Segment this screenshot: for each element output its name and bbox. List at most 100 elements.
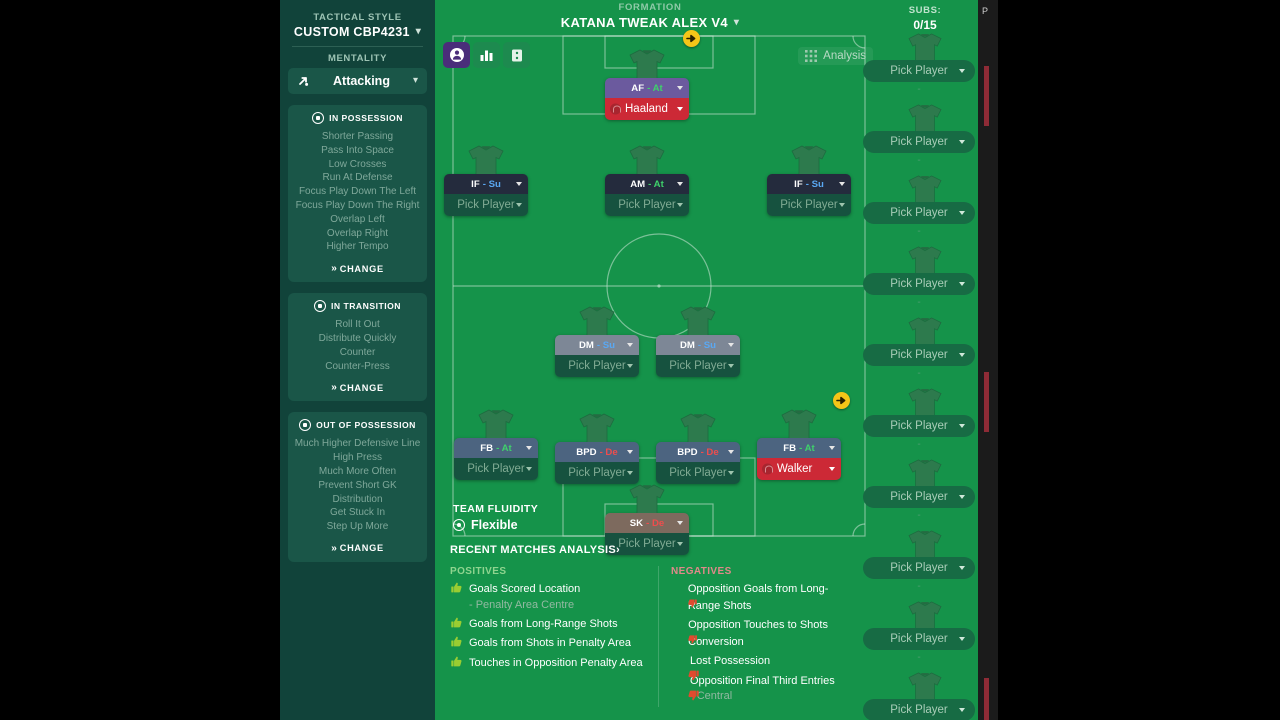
chevron-down-icon (959, 637, 965, 641)
player-view-icon[interactable] (443, 42, 470, 68)
instruction-item[interactable]: Distribution (332, 493, 383, 505)
player-role-selector[interactable]: DM - Su (656, 335, 740, 355)
player-name-selector[interactable]: Pick Player (454, 458, 538, 480)
player-role: BPD (677, 446, 698, 458)
chevron-down-icon (959, 353, 965, 357)
instruction-item[interactable]: Much Higher Defensive Line (294, 438, 421, 450)
instruction-item[interactable]: Roll It Out (335, 319, 380, 331)
analysis-item-text: Goals Scored Location (469, 583, 581, 595)
player-card-dm-5[interactable]: DM - Su Pick Player (656, 305, 740, 377)
player-name-selector[interactable]: Haaland (605, 98, 689, 120)
player-card-fb-9[interactable]: FB - At Walker (757, 408, 841, 480)
player-card-body: SK - De Pick Player (605, 513, 689, 555)
instruction-item[interactable]: Focus Play Down The Right (295, 199, 420, 211)
player-role-selector[interactable]: FB - At (454, 438, 538, 458)
player-name-selector[interactable]: Pick Player (605, 194, 689, 216)
instruction-item[interactable]: Distribute Quickly (318, 332, 397, 344)
positives-column: POSITIVES Goals Scored Location - Penalty… (450, 566, 650, 707)
sub-pick-player-selector[interactable]: Pick Player (863, 273, 975, 295)
grid-icon (805, 50, 818, 62)
player-name-selector[interactable]: Pick Player (656, 462, 740, 484)
subs-label: SUBS: (908, 5, 942, 16)
instruction-item[interactable]: Low Crosses (328, 158, 387, 170)
player-card-am-2[interactable]: AM - At Pick Player (605, 144, 689, 216)
player-name-selector[interactable]: Pick Player (555, 355, 639, 377)
tactical-style-selector[interactable]: CUSTOM CBP4231 ▾ (288, 23, 427, 46)
info-detail-icon[interactable] (503, 42, 530, 68)
sub-pick-player-selector[interactable]: Pick Player (863, 628, 975, 650)
player-card-sk-10[interactable]: SK - De Pick Player (605, 483, 689, 555)
sub-pick-player-selector[interactable]: Pick Player (863, 557, 975, 579)
player-name-selector[interactable]: Pick Player (444, 194, 528, 216)
change-in-possession-button[interactable]: » CHANGE (294, 263, 421, 274)
instruction-item[interactable]: Run At Defense (322, 172, 393, 184)
player-role-selector[interactable]: SK - De (605, 513, 689, 533)
instruction-item[interactable]: Higher Tempo (326, 241, 389, 253)
analysis-item-sub: - Penalty Area Centre (469, 598, 575, 611)
player-card-fb-6[interactable]: FB - At Pick Player (454, 408, 538, 480)
sub-player-info: - (917, 226, 921, 237)
chevron-down-icon (728, 343, 734, 347)
player-role-selector[interactable]: IF - Su (444, 174, 528, 194)
instruction-item[interactable]: Counter (339, 346, 376, 358)
player-card-if-1[interactable]: IF - Su Pick Player (444, 144, 528, 216)
instruction-item[interactable]: Shorter Passing (321, 131, 394, 142)
player-role-selector[interactable]: BPD - De (656, 442, 740, 462)
player-card-dm-4[interactable]: DM - Su Pick Player (555, 305, 639, 377)
instruction-item[interactable]: Get Stuck In (329, 507, 386, 519)
instruction-item[interactable]: Counter-Press (325, 360, 390, 372)
player-name-selector[interactable]: Pick Player (656, 355, 740, 377)
sub-row: Pick Player - (855, 245, 995, 316)
subs-count: 0/15 (913, 18, 937, 32)
player-instruction-arrow-icon[interactable] (833, 392, 850, 409)
phase-card-out-of-possession: OUT OF POSSESSION Much Higher Defensive … (288, 412, 427, 562)
analysis-button[interactable]: Analysis (798, 47, 873, 65)
player-role-selector[interactable]: FB - At (757, 438, 841, 458)
player-role-selector[interactable]: DM - Su (555, 335, 639, 355)
instruction-item[interactable]: High Press (333, 452, 382, 464)
sub-pick-player-selector[interactable]: Pick Player (863, 699, 975, 720)
mentality-selector[interactable]: Attacking ▾ (288, 68, 427, 94)
instruction-item[interactable]: Prevent Short GK (318, 479, 397, 491)
instruction-item[interactable]: Step Up More (326, 521, 389, 533)
substitutes-panel: SUBS: 0/15 Pick Player - Pick Player - Pick … (855, 0, 995, 720)
player-role-selector[interactable]: IF - Su (767, 174, 851, 194)
thumbs-down-icon (688, 670, 699, 681)
player-role-selector[interactable]: BPD - De (555, 442, 639, 462)
instruction-item[interactable]: Pass Into Space (321, 144, 394, 156)
player-shirt-icon (908, 33, 942, 62)
analysis-item-text: Opposition Touches to Shots Conversion (688, 619, 828, 648)
instruction-item[interactable]: Much More Often (318, 465, 397, 477)
sub-pick-player-selector[interactable]: Pick Player (863, 344, 975, 366)
player-instruction-arrow-icon[interactable] (683, 30, 700, 47)
player-name-selector[interactable]: Pick Player (555, 462, 639, 484)
change-in-transition-button[interactable]: » CHANGE (294, 382, 421, 393)
instruction-item[interactable]: Overlap Left (330, 213, 385, 225)
stats-bar-chart-icon[interactable] (473, 42, 500, 68)
sub-pick-player-selector[interactable]: Pick Player (863, 202, 975, 224)
player-name: Pick Player (669, 360, 727, 372)
sub-pick-player-selector[interactable]: Pick Player (863, 415, 975, 437)
change-out-of-possession-button[interactable]: » CHANGE (294, 543, 421, 554)
player-role-selector[interactable]: AM - At (605, 174, 689, 194)
sub-pick-player-selector[interactable]: Pick Player (863, 60, 975, 82)
player-name-selector[interactable]: Pick Player (605, 533, 689, 555)
team-fluidity[interactable]: TEAM FLUIDITY Flexible (453, 503, 538, 532)
chevron-down-icon (839, 182, 845, 186)
player-shirt-icon (908, 459, 942, 488)
formation-selector[interactable]: KATANA TWEAK ALEX V4 ▾ (561, 15, 739, 30)
instruction-item[interactable]: Focus Play Down The Left (298, 186, 417, 198)
sub-pick-player-selector[interactable]: Pick Player (863, 486, 975, 508)
player-role-selector[interactable]: AF - At (605, 78, 689, 98)
analysis-item-text: Lost Possession (690, 655, 771, 667)
recent-matches-analysis-link[interactable]: RECENT MATCHES ANALYSIS› (450, 544, 620, 556)
player-card-bpd-8[interactable]: BPD - De Pick Player (656, 412, 740, 484)
player-name-selector[interactable]: Walker (757, 458, 841, 480)
player-card-if-3[interactable]: IF - Su Pick Player (767, 144, 851, 216)
sub-pick-player-selector[interactable]: Pick Player (863, 131, 975, 153)
player-shirt-icon (680, 413, 716, 444)
instruction-item[interactable]: Overlap Right (326, 227, 389, 239)
player-name-selector[interactable]: Pick Player (767, 194, 851, 216)
player-card-af-0[interactable]: AF - At Haaland (605, 48, 689, 120)
player-card-bpd-7[interactable]: BPD - De Pick Player (555, 412, 639, 484)
